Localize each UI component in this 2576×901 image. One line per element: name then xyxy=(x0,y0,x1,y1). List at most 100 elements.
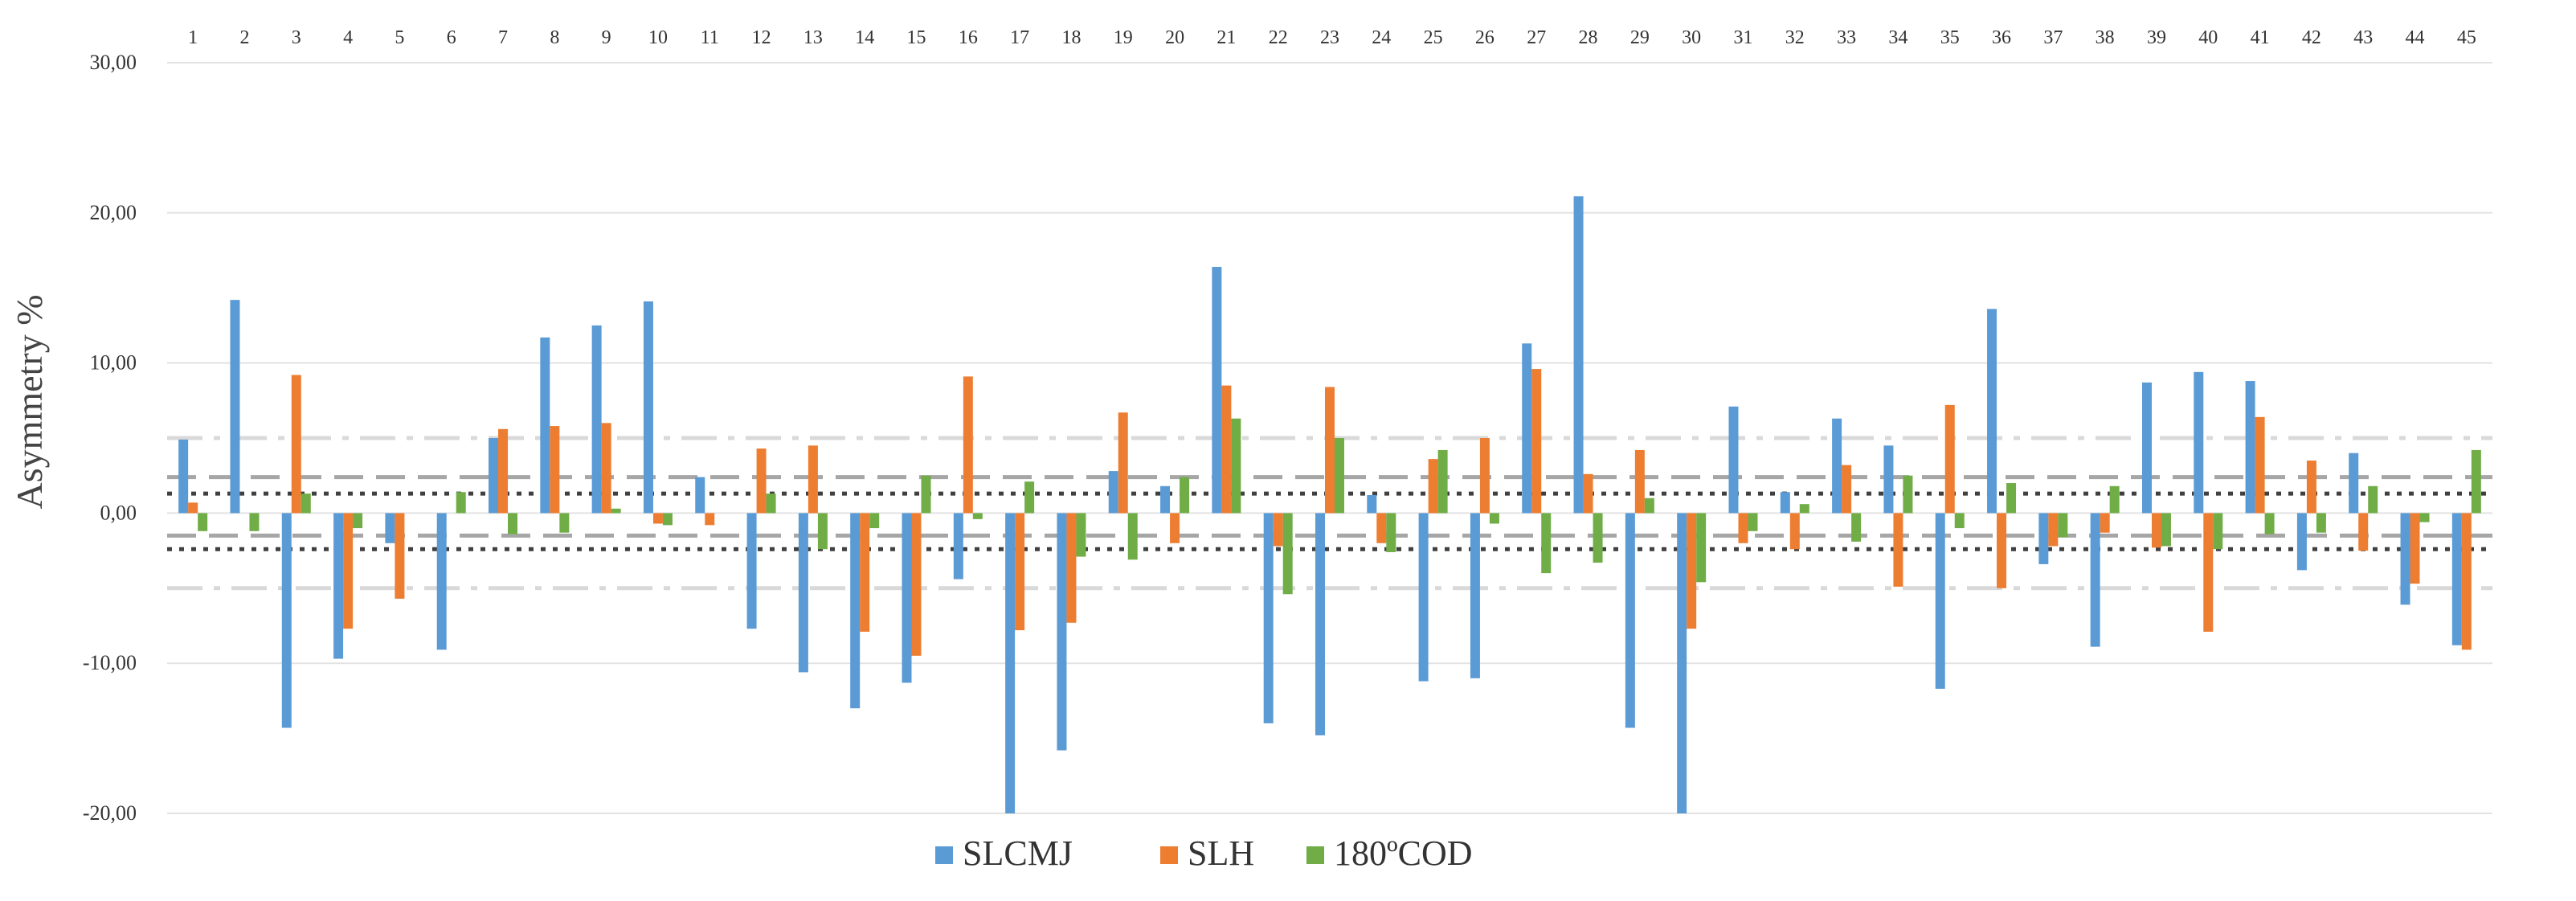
bar-180cod-35 xyxy=(1954,513,1965,529)
bar-slcmj-27 xyxy=(1522,343,1532,514)
bar-slcmj-14 xyxy=(850,513,861,709)
x-tick-label: 20 xyxy=(1165,27,1184,48)
x-tick-label: 9 xyxy=(602,27,611,48)
x-tick-label: 34 xyxy=(1888,27,1907,48)
y-tick-label: 0,00 xyxy=(100,501,137,524)
x-tick-label: 25 xyxy=(1424,27,1443,48)
bar-slcmj-12 xyxy=(746,513,757,629)
x-tick-label: 16 xyxy=(959,27,978,48)
bar-180cod-23 xyxy=(1335,438,1344,514)
bar-slh-37 xyxy=(2048,513,2059,547)
bar-slcmj-7 xyxy=(489,438,499,514)
bar-slh-26 xyxy=(1479,438,1490,514)
bar-180cod-33 xyxy=(1851,513,1862,542)
legend-swatch xyxy=(1160,846,1178,864)
x-tick-label: 15 xyxy=(907,27,926,48)
bar-slh-40 xyxy=(2203,513,2214,632)
bar-180cod-34 xyxy=(1903,475,1913,514)
bar-180cod-14 xyxy=(869,513,880,529)
legend-swatch xyxy=(935,846,953,864)
bar-slcmj-43 xyxy=(2349,453,2359,514)
bar-slh-29 xyxy=(1634,449,1645,514)
bar-180cod-28 xyxy=(1593,513,1603,563)
bar-180cod-42 xyxy=(2316,513,2326,533)
bar-slcmj-24 xyxy=(1367,494,1377,514)
bar-180cod-2 xyxy=(249,513,260,531)
bar-slcmj-9 xyxy=(591,325,602,514)
bar-180cod-32 xyxy=(1799,504,1809,514)
bar-180cod-16 xyxy=(972,513,983,519)
x-tick-label: 39 xyxy=(2147,27,2166,48)
bar-slcmj-15 xyxy=(902,513,912,683)
x-tick-label: 23 xyxy=(1320,27,1339,48)
x-tick-label: 27 xyxy=(1527,27,1546,48)
bar-slh-8 xyxy=(550,426,560,514)
bar-slh-20 xyxy=(1170,513,1180,543)
bar-slcmj-10 xyxy=(643,301,653,514)
bar-180cod-45 xyxy=(2471,449,2481,514)
x-tick-label: 44 xyxy=(2406,27,2425,48)
bar-slh-27 xyxy=(1531,369,1542,514)
bar-180cod-25 xyxy=(1437,449,1448,514)
bar-slh-10 xyxy=(652,513,663,524)
bar-slcmj-29 xyxy=(1625,513,1635,728)
bar-slcmj-13 xyxy=(798,513,808,673)
bar-slcmj-19 xyxy=(1108,471,1118,514)
bar-180cod-7 xyxy=(508,513,518,534)
bar-slh-3 xyxy=(291,375,301,514)
x-tick-label: 28 xyxy=(1579,27,1598,48)
y-tick-label: -10,00 xyxy=(83,651,137,674)
bar-slh-25 xyxy=(1428,459,1438,514)
x-tick-label: 29 xyxy=(1630,27,1650,48)
x-tick-label: 7 xyxy=(498,27,508,48)
bar-180cod-29 xyxy=(1644,498,1654,514)
x-tick-label: 33 xyxy=(1837,27,1856,48)
x-tick-label: 13 xyxy=(803,27,823,48)
bar-180cod-38 xyxy=(2109,485,2120,514)
bar-slh-24 xyxy=(1376,513,1387,543)
bar-slh-13 xyxy=(808,445,818,514)
bar-slcmj-16 xyxy=(953,513,963,580)
bar-180cod-3 xyxy=(301,494,311,514)
bar-slcmj-20 xyxy=(1160,485,1171,514)
bar-slh-42 xyxy=(2306,461,2316,514)
bar-180cod-10 xyxy=(662,513,673,526)
bar-slcmj-42 xyxy=(2296,513,2307,571)
x-tick-label: 8 xyxy=(550,27,559,48)
bar-slh-16 xyxy=(963,376,973,514)
y-axis-title: Asymmetry % xyxy=(9,294,50,509)
bar-slh-1 xyxy=(188,502,198,514)
x-tick-label: 42 xyxy=(2302,27,2321,48)
legend-label: SLCMJ xyxy=(963,833,1073,873)
bar-slcmj-44 xyxy=(2400,513,2410,605)
y-tick-label: -20,00 xyxy=(83,801,137,825)
x-tick-label: 21 xyxy=(1216,27,1236,48)
bar-slcmj-21 xyxy=(1212,267,1222,514)
bar-slcmj-39 xyxy=(2141,382,2152,514)
bar-slh-38 xyxy=(2100,513,2110,533)
bar-180cod-24 xyxy=(1386,513,1396,552)
x-tick-label: 35 xyxy=(1940,27,1960,48)
x-tick-label: 45 xyxy=(2457,27,2476,48)
x-tick-label: 14 xyxy=(855,27,874,48)
bar-180cod-31 xyxy=(1748,513,1758,531)
x-tick-label: 36 xyxy=(1992,27,2011,48)
bar-180cod-9 xyxy=(611,508,621,514)
bar-180cod-26 xyxy=(1489,513,1499,524)
x-tick-label: 18 xyxy=(1061,27,1081,48)
x-tick-label: 43 xyxy=(2353,27,2373,48)
bar-slcmj-33 xyxy=(1832,418,1842,514)
legend-label: 180ºCOD xyxy=(1334,833,1473,873)
bar-180cod-36 xyxy=(2006,483,2017,514)
bar-180cod-20 xyxy=(1180,477,1190,514)
bar-180cod-22 xyxy=(1282,513,1293,595)
bar-slcmj-40 xyxy=(2194,371,2204,514)
bar-slh-23 xyxy=(1325,387,1335,514)
bar-180cod-17 xyxy=(1024,481,1035,514)
y-tick-label: 20,00 xyxy=(90,201,137,224)
x-tick-label: 30 xyxy=(1682,27,1701,48)
bar-180cod-8 xyxy=(559,513,570,533)
bar-slcmj-28 xyxy=(1573,196,1584,514)
bar-slcmj-6 xyxy=(436,513,447,650)
